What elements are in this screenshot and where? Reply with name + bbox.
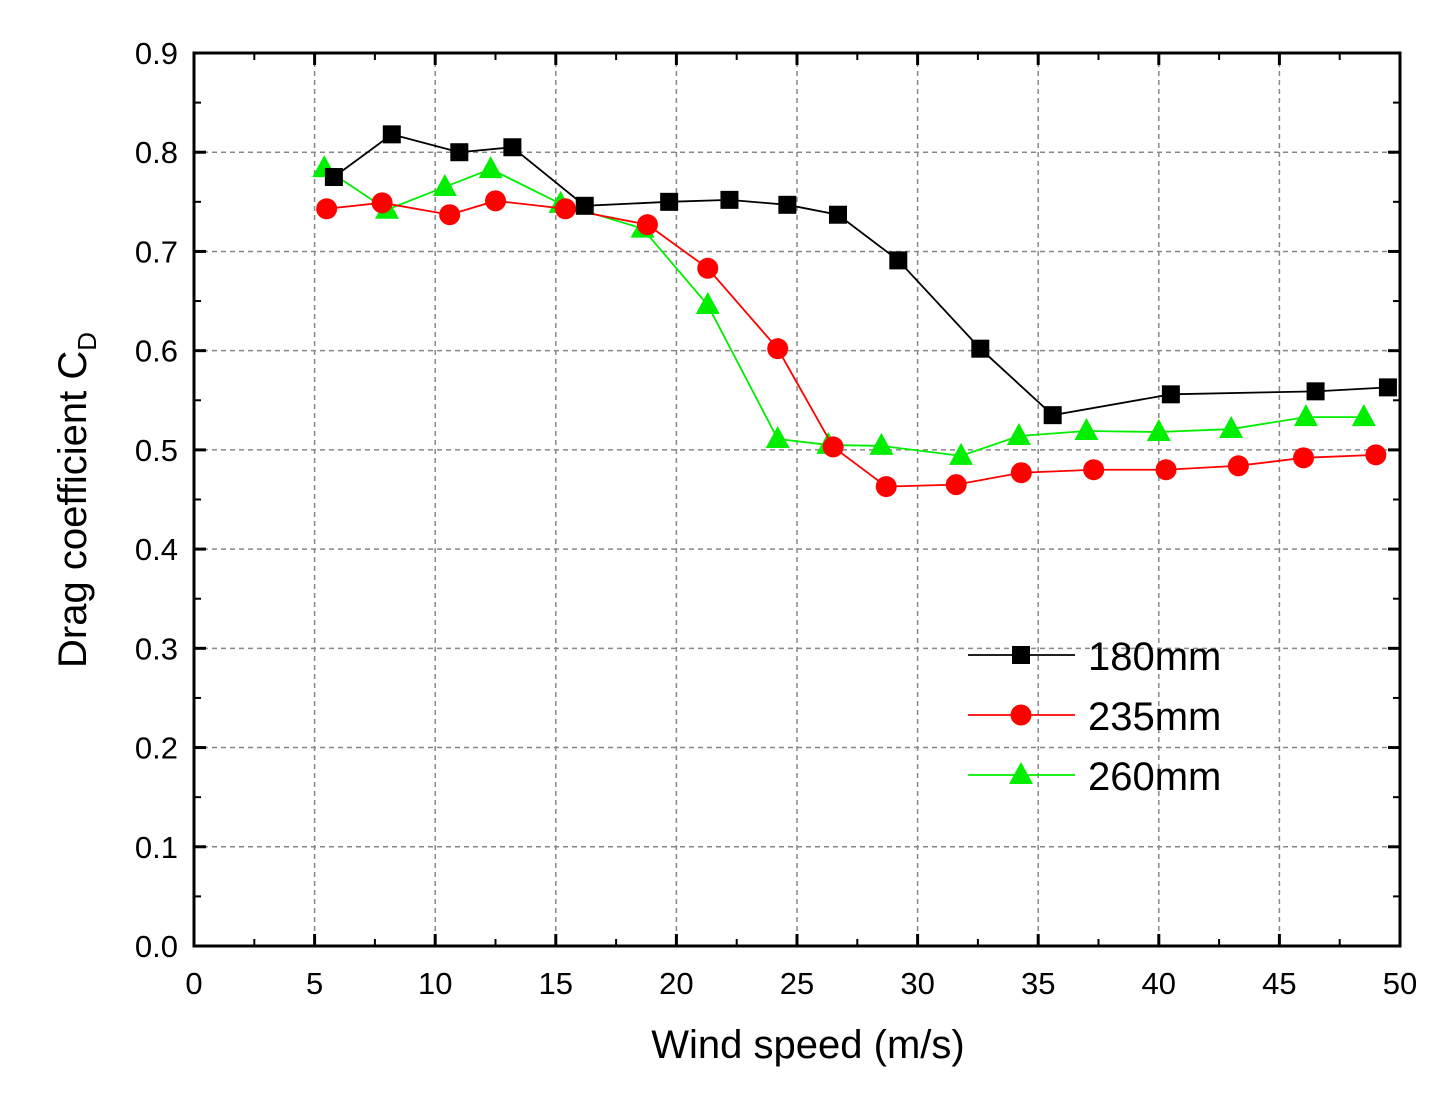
marker-square — [450, 143, 469, 162]
y-tick-label: 0.5 — [135, 433, 178, 468]
marker-circle — [1010, 704, 1032, 726]
marker-circle — [697, 257, 719, 279]
marker-triangle — [1006, 422, 1031, 445]
legend-item-180mm: 180mm — [968, 635, 1221, 679]
marker-circle — [1227, 455, 1249, 477]
y-axis-label-subscript: D — [72, 332, 102, 351]
marker-circle — [485, 190, 506, 212]
x-tick-label: 15 — [539, 966, 573, 1001]
y-tick-label: 0.8 — [135, 135, 178, 170]
y-tick-label: 0.1 — [135, 830, 178, 865]
marker-circle — [1083, 459, 1105, 481]
y-tick-label: 0.6 — [135, 334, 178, 369]
marker-triangle — [765, 425, 790, 448]
marker-triangle — [432, 173, 457, 196]
y-tick-label: 0.2 — [135, 731, 178, 766]
legend: 180mm 235mm 260mm — [968, 635, 1221, 799]
series-180mm — [324, 125, 1397, 425]
series-line — [326, 199, 1376, 488]
legend-label: 235mm — [1088, 695, 1221, 739]
marker-square — [1012, 646, 1030, 664]
marker-circle — [1010, 462, 1032, 484]
marker-square — [971, 339, 990, 358]
x-axis-label: Wind speed (m/s) — [651, 1023, 964, 1067]
marker-square — [382, 125, 401, 144]
marker-triangle — [1074, 418, 1099, 441]
x-tick-label: 25 — [780, 966, 814, 1001]
legend-item-235mm: 235mm — [968, 695, 1221, 739]
marker-triangle — [1293, 404, 1318, 427]
x-tick-label: 10 — [418, 966, 452, 1001]
marker-square — [660, 192, 679, 211]
marker-triangle — [869, 432, 894, 455]
marker-square — [503, 138, 522, 157]
legend-label: 260mm — [1088, 755, 1221, 799]
marker-triangle — [1351, 404, 1376, 427]
marker-triangle — [478, 156, 503, 179]
y-tick-label: 0.0 — [135, 929, 178, 964]
marker-triangle — [949, 442, 974, 465]
marker-square — [720, 190, 739, 209]
marker-square — [1161, 385, 1180, 404]
marker-circle — [1155, 459, 1177, 481]
series-235mm — [316, 190, 1387, 498]
y-tick-label: 0.4 — [135, 532, 178, 567]
marker-circle — [316, 198, 338, 220]
x-tick-label: 35 — [1021, 966, 1055, 1001]
marker-circle — [554, 198, 576, 220]
x-tick-label: 5 — [306, 966, 323, 1001]
x-tick-label: 20 — [659, 966, 693, 1001]
marker-square — [829, 205, 848, 224]
marker-circle — [875, 476, 897, 498]
x-tick-label: 45 — [1262, 966, 1296, 1001]
y-tick-label: 0.7 — [135, 234, 178, 269]
marker-circle — [945, 474, 967, 496]
marker-circle — [1365, 444, 1387, 466]
marker-triangle — [695, 292, 720, 315]
marker-circle — [767, 338, 789, 360]
marker-circle — [1293, 447, 1315, 469]
marker-square — [778, 195, 797, 214]
series-260mm — [312, 155, 1376, 465]
marker-triangle — [1219, 416, 1244, 439]
legend-label: 180mm — [1088, 635, 1221, 679]
y-tick-label: 0.3 — [135, 631, 178, 666]
marker-square — [1043, 406, 1062, 425]
marker-square — [1306, 382, 1325, 401]
marker-square — [324, 168, 343, 187]
x-tick-label: 40 — [1142, 966, 1176, 1001]
marker-circle — [371, 192, 393, 214]
marker-circle — [636, 214, 658, 236]
grid — [194, 53, 1400, 946]
y-tick-label: 0.9 — [135, 36, 178, 71]
x-tick-label: 0 — [185, 966, 202, 1001]
marker-square — [1378, 378, 1397, 397]
series-layer — [312, 125, 1397, 498]
marker-circle — [822, 436, 844, 458]
marker-square — [889, 251, 908, 270]
x-tick-label: 50 — [1383, 966, 1417, 1001]
x-tick-label: 30 — [900, 966, 934, 1001]
marker-triangle — [1146, 419, 1171, 442]
ticks: 0 5 10 15 20 25 30 35 40 45 50 0.0 0.1 0.2 0.3 0.4 0.5 0.… — [135, 36, 1417, 1001]
legend-item-260mm: 260mm — [968, 755, 1221, 799]
marker-triangle — [1009, 762, 1033, 784]
marker-square — [575, 196, 594, 215]
y-axis-label: Drag coefficient CD — [51, 332, 102, 668]
marker-circle — [439, 204, 461, 226]
